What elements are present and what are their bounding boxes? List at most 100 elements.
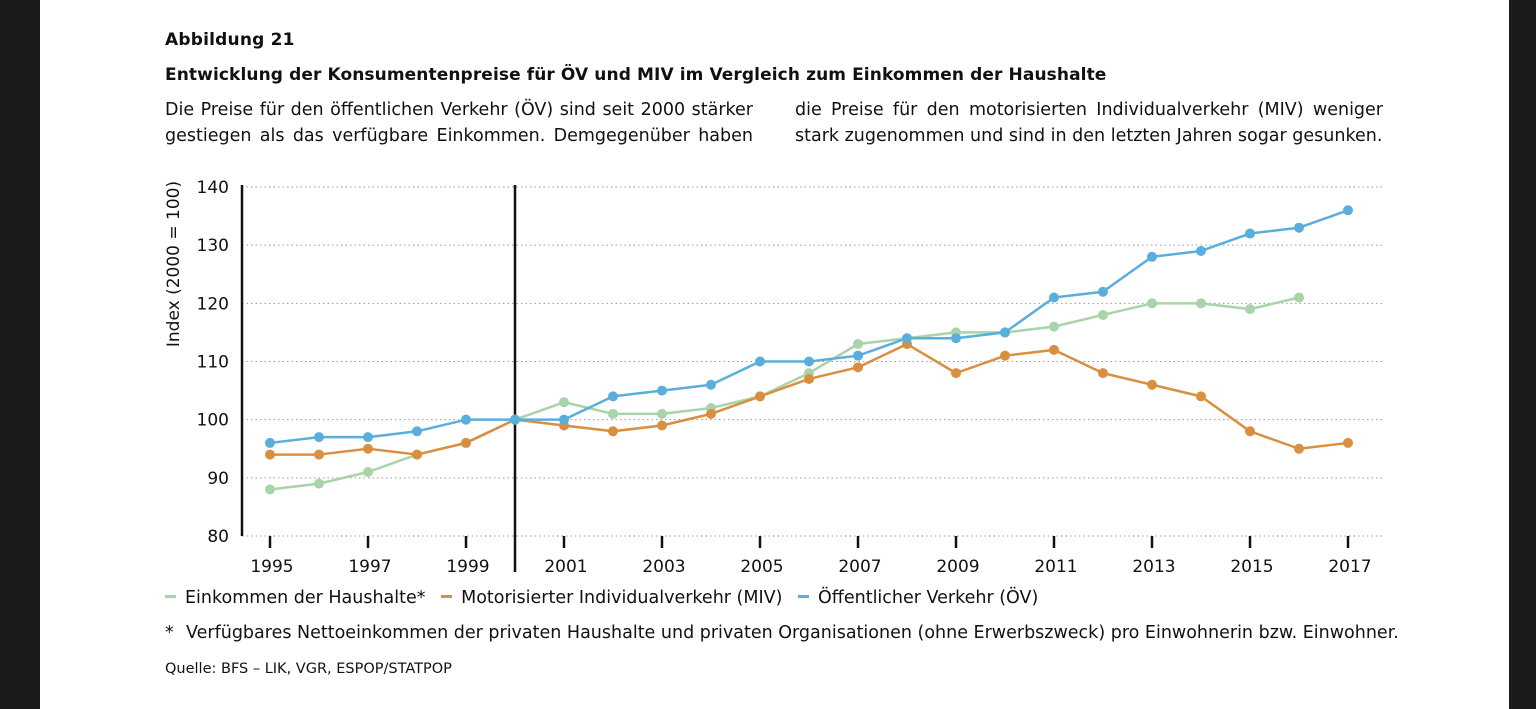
y-tick-label-100: 100 <box>197 411 229 431</box>
data-point-2-2000 <box>510 414 520 425</box>
data-point-1-2011 <box>1049 344 1059 355</box>
data-point-2-2002 <box>608 391 618 402</box>
footnote-text: Verfügbares Nettoeinkommen der privaten … <box>186 623 1399 643</box>
data-point-2-1997 <box>363 432 373 443</box>
data-point-2-2009 <box>951 333 961 344</box>
data-point-1-2010 <box>1000 350 1010 361</box>
data-point-2-2001 <box>559 414 569 425</box>
data-point-1-1996 <box>314 449 324 460</box>
series-line-0 <box>269 296 1300 491</box>
data-point-2-2012 <box>1098 286 1108 297</box>
data-point-1-2012 <box>1098 368 1108 379</box>
data-point-1-2015 <box>1245 426 1255 437</box>
y-tick-label-110: 110 <box>197 353 229 373</box>
data-point-2-1999 <box>461 414 471 425</box>
data-point-2-2003 <box>657 385 667 396</box>
x-tick-label-2005: 2005 <box>740 557 783 577</box>
data-point-1-2009 <box>951 368 961 379</box>
data-point-1-2016 <box>1294 443 1304 454</box>
axis-layer <box>240 185 1350 572</box>
data-point-2-2013 <box>1147 251 1157 262</box>
y-tick-label-90: 90 <box>207 469 229 489</box>
footnote-marker: * <box>165 623 174 643</box>
figure-title: Entwicklung der Konsumentenpreise für ÖV… <box>165 65 1107 85</box>
x-tick-label-2017: 2017 <box>1328 557 1371 577</box>
figure-page: Abbildung 21 Entwicklung der Konsumenten… <box>40 0 1509 709</box>
data-point-0-2002 <box>608 408 618 419</box>
y-tick-label-120: 120 <box>197 294 229 314</box>
data-point-1-1997 <box>363 443 373 454</box>
legend-label-miv: Motorisierter Individualverkehr (MIV) <box>461 588 783 608</box>
data-point-0-2011 <box>1049 321 1059 332</box>
data-point-1-2014 <box>1196 391 1206 402</box>
legend-swatch-miv <box>441 594 453 598</box>
x-tick-label-2001: 2001 <box>544 557 587 577</box>
data-point-0-2013 <box>1147 298 1157 309</box>
data-point-2-2004 <box>706 379 716 390</box>
legend-item-income: Einkommen der Haushalte* <box>165 588 426 608</box>
label-layer: 80 90 100 110 120 130 140 1995 1997 1999 2001 2003 2… <box>164 178 1372 577</box>
data-point-1-2004 <box>706 408 716 419</box>
legend-item-ov: Öffentlicher Verkehr (ÖV) <box>798 588 1038 608</box>
legend-swatch-income <box>165 594 176 598</box>
x-tick-label-1995: 1995 <box>250 557 293 577</box>
data-point-1-1998 <box>412 449 422 460</box>
data-point-0-2014 <box>1196 298 1206 309</box>
data-point-2-2007 <box>853 350 863 361</box>
y-tick-label-130: 130 <box>197 236 229 256</box>
data-point-1-2006 <box>804 373 814 384</box>
data-point-0-2003 <box>657 408 667 419</box>
legend-swatch-ov <box>798 594 810 598</box>
footnote: * Verfügbares Nettoeinkommen der privaten… <box>165 623 1399 643</box>
data-point-2-1998 <box>412 426 422 437</box>
data-point-2-2015 <box>1245 228 1255 239</box>
x-tick-label-2011: 2011 <box>1034 557 1077 577</box>
data-point-2-2016 <box>1294 222 1304 233</box>
data-point-2-1996 <box>314 432 324 443</box>
data-point-0-1997 <box>363 467 373 478</box>
data-point-0-2015 <box>1245 304 1255 315</box>
data-point-2-1995 <box>265 437 275 448</box>
data-point-2-2017 <box>1343 205 1353 216</box>
figure-intro-text: Die Preise für den öffentlichen Verkehr … <box>165 100 1383 146</box>
data-point-0-2007 <box>853 339 863 350</box>
data-point-1-1999 <box>461 437 471 448</box>
data-point-1-2002 <box>608 426 618 437</box>
data-point-1-2003 <box>657 420 667 431</box>
x-tick-label-1997: 1997 <box>348 557 391 577</box>
data-point-1-1995 <box>265 449 275 460</box>
x-tick-label-2007: 2007 <box>838 557 881 577</box>
y-tick-label-80: 80 <box>207 527 229 547</box>
y-axis-title: Index (2000 = 100) <box>164 181 184 347</box>
legend-label-income: Einkommen der Haushalte* <box>185 588 426 608</box>
chart-legend: Einkommen der Haushalte* Motorisierter I… <box>165 588 1048 608</box>
data-point-2-2014 <box>1196 245 1206 256</box>
data-point-2-2011 <box>1049 292 1059 303</box>
x-tick-label-2015: 2015 <box>1230 557 1273 577</box>
y-tick-label-140: 140 <box>197 178 229 198</box>
legend-label-ov: Öffentlicher Verkehr (ÖV) <box>818 588 1039 608</box>
data-point-0-2012 <box>1098 309 1108 320</box>
data-point-2-2008 <box>902 333 912 344</box>
x-tick-label-2009: 2009 <box>936 557 979 577</box>
data-point-0-2016 <box>1294 292 1304 303</box>
data-point-2-2005 <box>755 356 765 367</box>
x-tick-label-2003: 2003 <box>642 557 685 577</box>
x-tick-label-1999: 1999 <box>446 557 489 577</box>
data-point-1-2017 <box>1343 437 1353 448</box>
data-point-2-2010 <box>1000 327 1010 338</box>
data-point-0-2001 <box>559 397 569 408</box>
data-point-0-1996 <box>314 478 324 489</box>
grid-layer <box>242 186 1384 537</box>
data-point-1-2013 <box>1147 379 1157 390</box>
figure-label: Abbildung 21 <box>165 30 295 50</box>
data-point-2-2006 <box>804 356 814 367</box>
data-point-1-2007 <box>853 362 863 373</box>
legend-item-miv: Motorisierter Individualverkehr (MIV) <box>441 588 782 608</box>
source-note: Quelle: BFS – LIK, VGR, ESPOP/STATPOP <box>165 661 452 677</box>
series-layer <box>265 205 1353 495</box>
data-point-1-2005 <box>755 391 765 402</box>
data-point-0-1995 <box>265 484 275 495</box>
x-tick-label-2013: 2013 <box>1132 557 1175 577</box>
